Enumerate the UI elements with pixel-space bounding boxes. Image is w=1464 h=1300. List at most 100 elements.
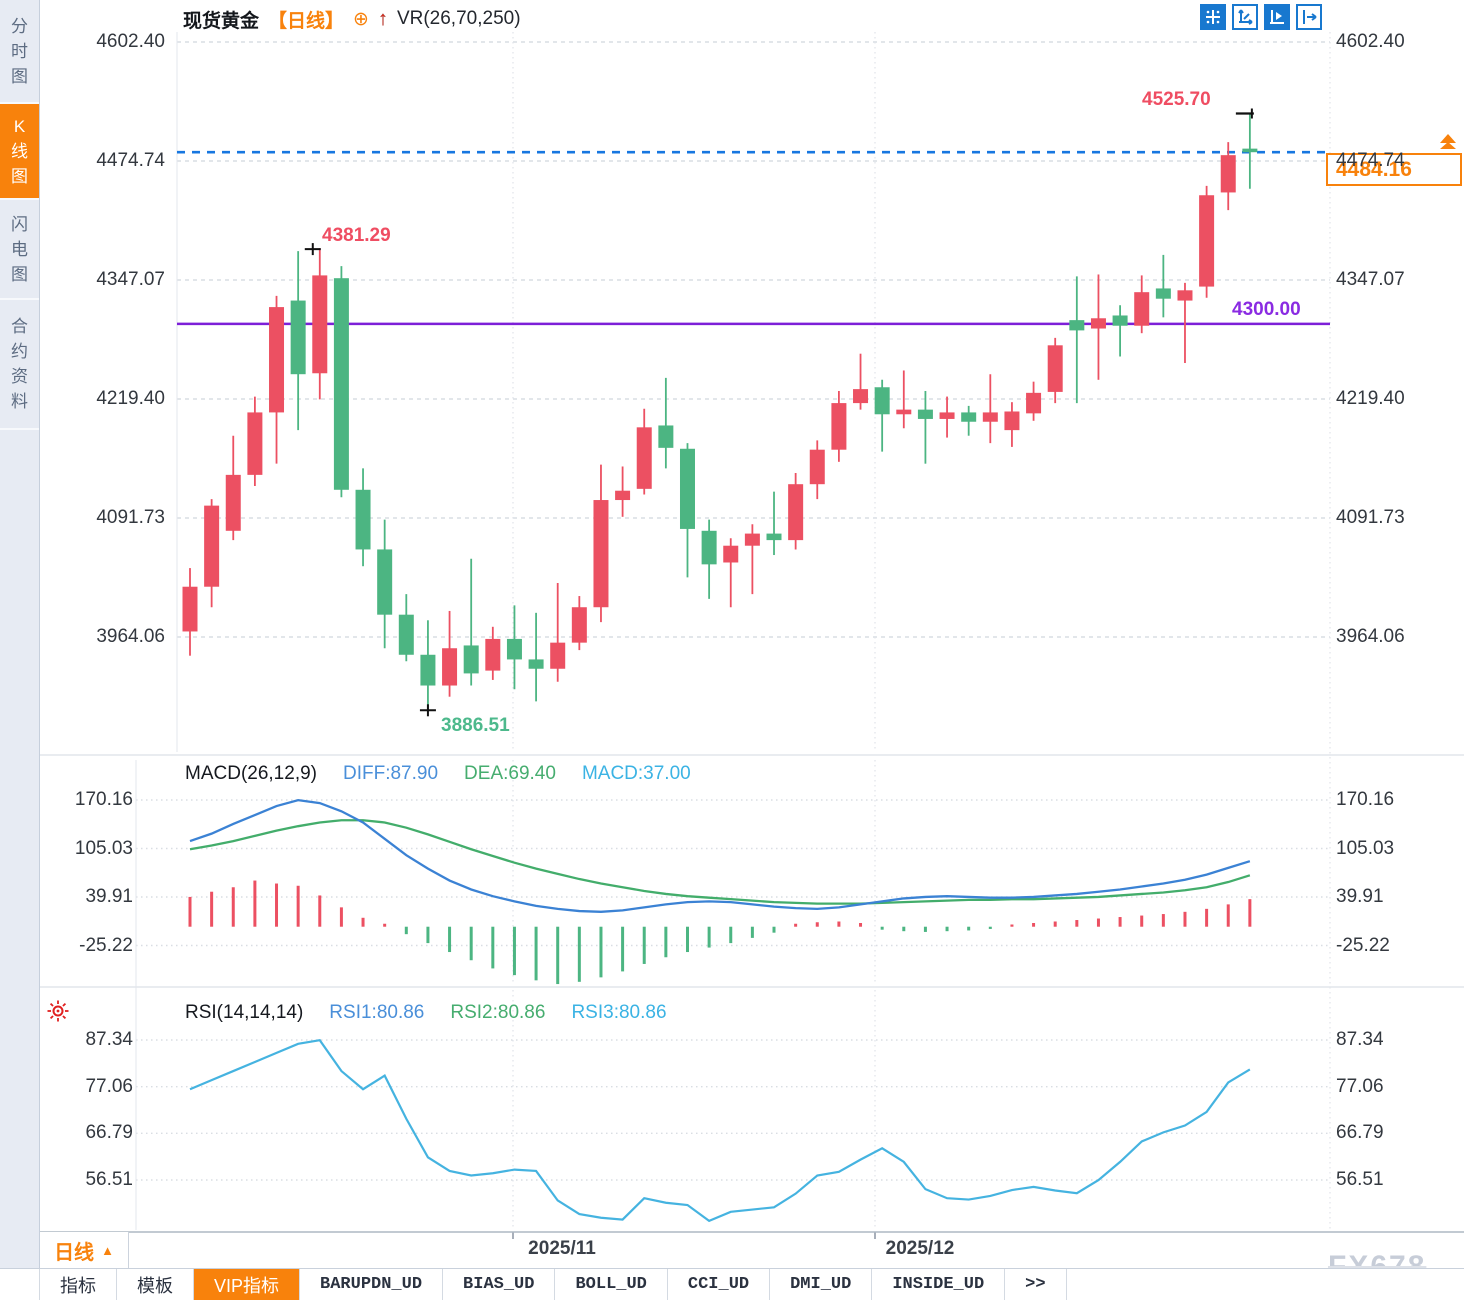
price-axis-label-right: 3964.06 (1336, 626, 1405, 647)
candle-body (982, 412, 998, 422)
candle-body (1004, 411, 1020, 431)
swing-high-label: 4525.70 (1142, 89, 1211, 110)
candle-body (744, 533, 760, 546)
candle-body (506, 638, 522, 660)
macd-axis-label-left: 39.91 (85, 885, 133, 907)
candle-body (420, 654, 436, 686)
macd-axis-label-right: 170.16 (1336, 789, 1395, 810)
candle-body (939, 412, 955, 419)
bottom-tab-barupdn_ud[interactable]: BARUPDN_UD (300, 1269, 444, 1300)
candle-body (1177, 290, 1193, 301)
candle-body (550, 642, 566, 669)
price-axis-label-left: 3964.06 (96, 626, 165, 647)
candle-body (333, 278, 349, 490)
bottom-tab-vip[interactable]: VIP指标 (194, 1269, 301, 1300)
rsi-axis-label-left: 56.51 (85, 1169, 133, 1190)
candle-body (442, 648, 458, 686)
candle-body (463, 645, 479, 674)
price-axis-label-left: 4091.73 (96, 506, 165, 528)
bottom-tab-boll_ud[interactable]: BOLL_UD (555, 1269, 668, 1300)
candle-body (528, 659, 544, 669)
price-axis-label-right: 4091.73 (1336, 506, 1405, 528)
xaxis-label-nov: 2025/11 (528, 1238, 596, 1259)
candle-body (1090, 318, 1106, 329)
support-line-label: 4300.00 (1232, 299, 1301, 320)
candle-body (874, 387, 890, 415)
candle-body (788, 484, 804, 541)
macd-axis-label-left: 105.03 (74, 837, 133, 859)
sidebar-tab-3[interactable]: 闪电图 (0, 200, 39, 300)
bottom-tab-[interactable]: >> (1005, 1269, 1067, 1300)
candle-body (679, 448, 695, 529)
diff-line (189, 798, 1251, 913)
bottom-tab-[interactable]: 模板 (117, 1269, 194, 1300)
macd-axis-label-left: 170.16 (74, 789, 133, 810)
candle-body (917, 409, 933, 419)
candle-body (290, 300, 306, 375)
sidebar-tab-1[interactable]: 分时图 (0, 0, 39, 104)
price-axis-label-right: 4474.74 (1336, 149, 1405, 171)
candle-body (766, 533, 782, 541)
auto-scale-icon[interactable] (1264, 4, 1290, 30)
candle-body (1069, 320, 1085, 331)
rsi1-value: RSI1:80.86 (329, 1002, 425, 1023)
bottom-tab-[interactable]: 指标 (40, 1269, 117, 1300)
bottom-tab-inside_ud[interactable]: INSIDE_UD (872, 1269, 1006, 1300)
candle-body (182, 586, 198, 632)
candle-body (1220, 155, 1236, 193)
candle-body (485, 638, 501, 671)
price-axis-label-right: 4219.40 (1336, 387, 1405, 409)
candle-body (658, 425, 674, 448)
macd-diff-value: DIFF:87.90 (343, 763, 439, 784)
price-axis-label-left: 4219.40 (96, 387, 165, 409)
candle-body (701, 530, 717, 565)
candle-body (1199, 195, 1215, 287)
macd-axis-label-right: -25.22 (1336, 934, 1390, 956)
candle-body (269, 307, 285, 413)
tabbar-spacer (0, 1269, 40, 1300)
macd-axis-label-left: -25.22 (79, 934, 133, 956)
last-price-box[interactable]: 4484.16 (1326, 153, 1462, 186)
period-tag[interactable]: 【日线】 (268, 10, 345, 32)
indicator-label[interactable]: VR(26,70,250) (396, 8, 521, 29)
candle-body (225, 474, 241, 531)
rsi-axis-label-left: 87.34 (85, 1029, 133, 1050)
dea-line (189, 819, 1251, 905)
pan-move-icon[interactable] (1200, 4, 1226, 30)
candle-body (1112, 315, 1128, 326)
rsi-header: RSI(14,14,14) RSI1:80.86 RSI2:80.86 RSI3… (185, 1002, 667, 1024)
macd-macd-value: MACD:37.00 (581, 763, 691, 784)
rsi-axis-label-right: 77.06 (1336, 1075, 1384, 1097)
macd-title[interactable]: MACD(26,12,9) (185, 763, 317, 784)
price-axis-label-right: 4347.07 (1336, 268, 1405, 290)
macd-dea-value: DEA:69.40 (464, 763, 556, 784)
rsi-title[interactable]: RSI(14,14,14) (185, 1002, 304, 1023)
price-axis-label-right: 4602.40 (1336, 31, 1405, 52)
bottom-tab-bias_ud[interactable]: BIAS_UD (443, 1269, 556, 1300)
candle-body (571, 607, 587, 643)
candle-body (809, 449, 825, 485)
axis-zoom-icon[interactable] (1232, 4, 1258, 30)
collapse-panel-icon[interactable] (1296, 4, 1322, 30)
sidebar-tab-4[interactable]: 合约资料 (0, 300, 39, 430)
candle-body (1134, 292, 1150, 326)
add-overlay-icon[interactable]: ⊕ (353, 8, 369, 30)
candle-body (1242, 148, 1258, 153)
candle-body (1047, 345, 1063, 392)
candle-body (853, 389, 869, 404)
swing-low-label: 3886.51 (441, 715, 510, 736)
macd-header: MACD(26,12,9) DIFF:87.90 DEA:69.40 MACD:… (185, 763, 691, 785)
candle-body (723, 545, 739, 563)
bottom-tab-dmi_ud[interactable]: DMI_UD (770, 1269, 873, 1300)
candle-body (355, 489, 371, 550)
candle-body (896, 409, 912, 415)
bottom-tab-cci_ud[interactable]: CCI_UD (668, 1269, 771, 1300)
rsi-axis-label-right: 87.34 (1336, 1029, 1384, 1050)
period-selector[interactable]: 日线 ▲ (40, 1232, 129, 1268)
symbol-name: 现货黄金 (183, 10, 260, 32)
candle-body (204, 505, 220, 587)
price-axis-label-left: 4474.74 (96, 149, 165, 171)
